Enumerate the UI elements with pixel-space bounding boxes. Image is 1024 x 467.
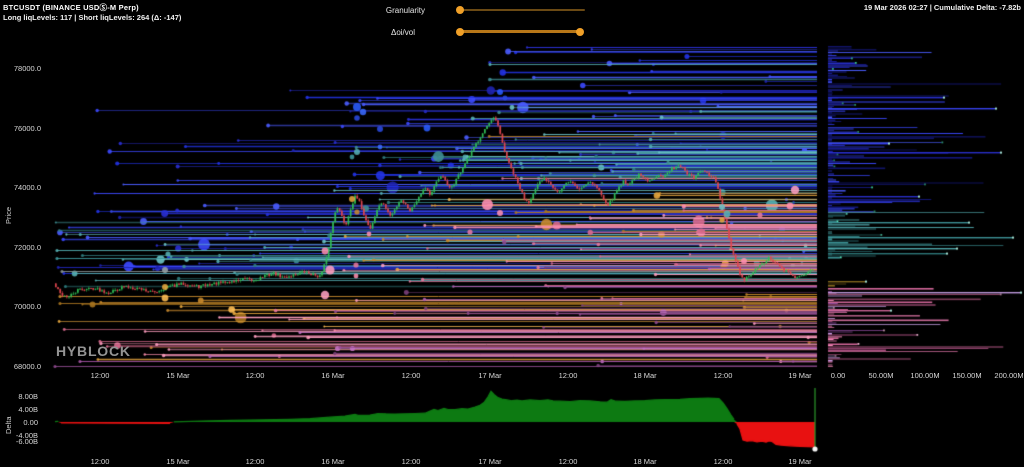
price-tick-label: 68000.0 <box>13 361 41 371</box>
profile-tick-label: 50.00M <box>868 371 894 380</box>
delta-tick-label: -4.00B <box>15 430 38 440</box>
time-tick-label: 12:00 <box>245 371 265 380</box>
time-tick-label: 12:00 <box>90 371 110 380</box>
time-tick-label: 19 Mar <box>788 371 812 380</box>
granularity-slider[interactable] <box>456 6 585 14</box>
liq-levels-summary: Long liqLevels: 117 | Short liqLevels: 2… <box>3 13 182 22</box>
time-tick-label: 16 Mar <box>321 371 345 380</box>
symbol-title: BTCUSDT (BINANCE USDⓈ-M Perp) <box>3 3 139 12</box>
oi-vol-knob-min[interactable] <box>456 27 464 36</box>
price-tick-label: 70000.0 <box>13 302 41 311</box>
delta-time-tick-label: 18 Mar <box>633 457 657 466</box>
delta-time-tick-label: 12:00 <box>713 457 733 466</box>
profile-tick-label: 200.00M <box>994 371 1024 380</box>
oi-vol-label: Δoi/vol <box>390 28 415 37</box>
delta-time-tick-label: 16 Mar <box>321 457 345 466</box>
time-tick-label: 17 Mar <box>478 371 502 380</box>
delta-time-tick-label: 12:00 <box>401 457 421 466</box>
profile-tick-label: 100.00M <box>910 371 940 380</box>
delta-tick-label: -6.00B <box>15 437 38 447</box>
delta-time-tick-label: 12:00 <box>245 457 265 466</box>
price-tick-label: 74000.0 <box>13 183 41 192</box>
time-tick-label: 12:00 <box>558 371 578 380</box>
price-axis-label: Price <box>4 206 13 224</box>
oi-vol-knob-max[interactable] <box>576 27 584 36</box>
price-tick-label: 72000.0 <box>13 242 41 252</box>
delta-time-tick-label: 12:00 <box>558 457 578 466</box>
delta-tick-label: 8.00B <box>18 392 38 402</box>
time-tick-label: 18 Mar <box>633 371 657 380</box>
delta-tick-label: 0.00 <box>23 418 38 427</box>
price-tick-label: 78000.0 <box>13 64 41 73</box>
profile-tick-label: 150.00M <box>952 371 982 380</box>
profile-tick-label: 0.00 <box>830 371 846 380</box>
hyblock-watermark: HYBLOCK <box>56 343 131 359</box>
delta-time-tick-label: 17 Mar <box>478 457 502 466</box>
granularity-label: Granularity <box>385 6 425 15</box>
granularity-slider-knob[interactable] <box>456 6 464 14</box>
delta-time-tick-label: 12:00 <box>90 457 110 466</box>
price-tick-label: 76000.0 <box>13 123 41 133</box>
delta-tick-label: 4.00B <box>18 405 38 415</box>
delta-time-tick-label: 19 Mar <box>788 457 812 466</box>
time-tick-label: 12:00 <box>401 371 421 380</box>
time-tick-label: 12:00 <box>713 371 733 380</box>
delta-time-tick-label: 15 Mar <box>166 457 190 466</box>
oi-vol-range-slider[interactable] <box>456 27 584 36</box>
timestamp-cumulative-delta: 19 Mar 2026 02:27 | Cumulative Delta: -7… <box>863 3 1021 12</box>
time-tick-label: 15 Mar <box>166 371 190 380</box>
